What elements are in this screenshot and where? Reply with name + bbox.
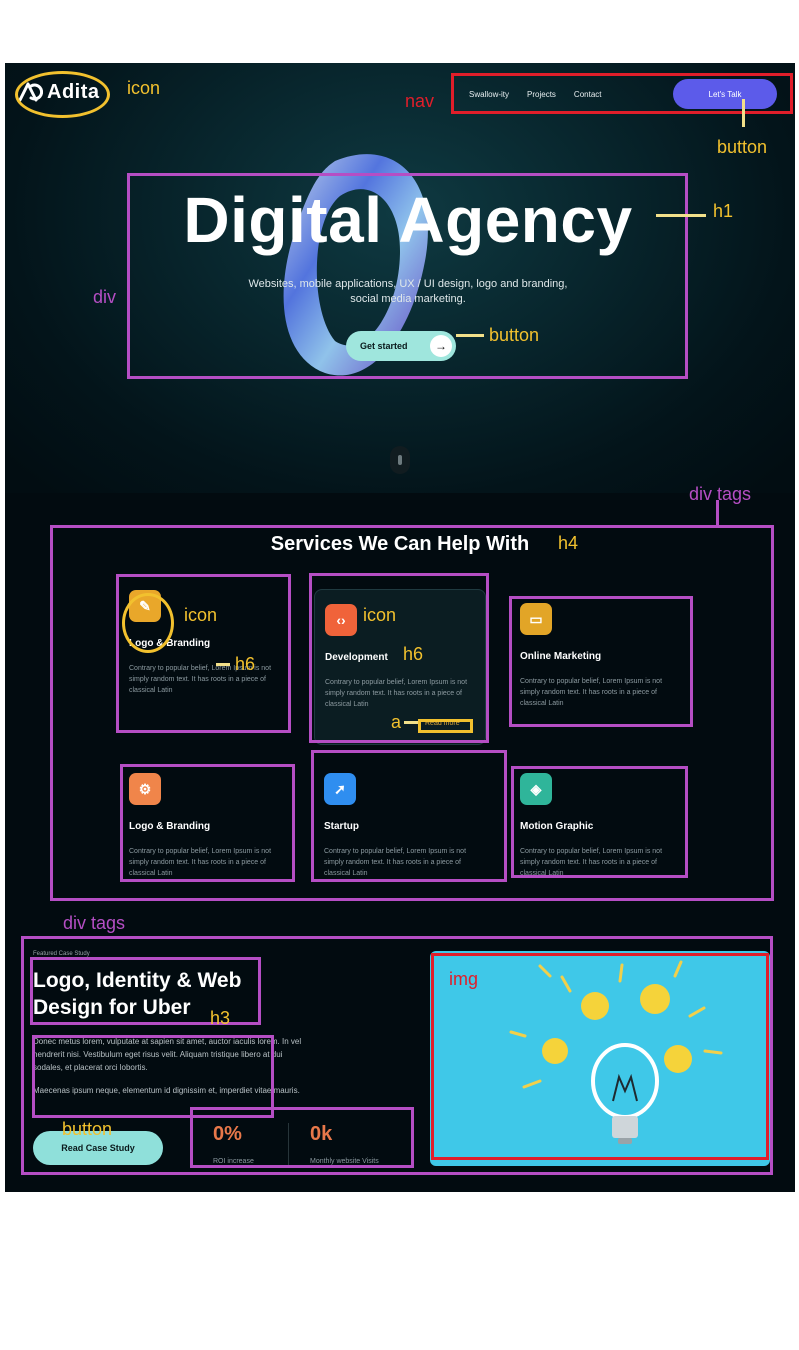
- annotation-label: img: [449, 969, 479, 989]
- nav-item-swallow-ity[interactable]: Swallow-ity: [469, 89, 510, 99]
- annotation-label: div tags: [63, 913, 126, 933]
- main-nav: Swallow-ity Projects Contact Let's Talk: [455, 75, 785, 113]
- hero-3d-ring-graphic: [283, 154, 428, 376]
- annotation-leader-line: [456, 334, 484, 337]
- annotation-label: h6: [403, 644, 424, 664]
- case-study-paragraph: Donec metus lorem, vulputate at sapien s…: [33, 1037, 302, 1072]
- scroll-mouse-icon[interactable]: [390, 446, 410, 474]
- annotation-label: icon: [184, 605, 218, 625]
- annotation-label: button: [62, 1119, 113, 1139]
- shapes-icon: ◈: [520, 773, 552, 805]
- stat-label: ROI increase: [213, 1158, 254, 1165]
- annotation-leader-line: [716, 500, 719, 526]
- service-card-title: Online Marketing: [520, 651, 602, 662]
- nav-item-contact[interactable]: Contact: [573, 89, 602, 99]
- case-study-text: Donec metus lorem, vulputate at sapien s…: [33, 1035, 313, 1097]
- read-more-link[interactable]: Read more: [425, 720, 460, 727]
- service-card-text: Contrary to popular belief, Lorem Ipsum …: [520, 848, 663, 877]
- website-page: Adita Swallow-ity Projects Contact Let's…: [5, 63, 795, 1192]
- service-card-title: Development: [325, 652, 388, 663]
- code-icon: ‹›: [325, 604, 357, 636]
- annotation-label: icon: [363, 605, 397, 625]
- annotation-label: button: [717, 137, 768, 157]
- service-card-online-marketing[interactable]: ▭ Online Marketing Contrary to popular b…: [510, 589, 682, 745]
- stat-value: 0k: [310, 1123, 333, 1145]
- service-card-startup[interactable]: ➚ Startup Contrary to popular belief, Lo…: [314, 759, 486, 915]
- annotation-label: nav: [405, 91, 435, 111]
- lets-talk-button[interactable]: Let's Talk: [673, 79, 777, 109]
- pen-tool-icon: ✎: [129, 590, 161, 622]
- annotation-label: div tags: [689, 484, 752, 504]
- stat-divider: [288, 1123, 289, 1167]
- service-card-logo-branding[interactable]: ✎ Logo & Branding Contrary to popular be…: [119, 576, 291, 732]
- case-study-kicker: Featured Case Study: [33, 951, 90, 957]
- service-card-text: Contrary to popular belief, Lorem Ipsum …: [325, 679, 468, 708]
- service-card-text: Contrary to popular belief, Lorem Ipsum …: [520, 678, 663, 707]
- services-title: Services We Can Help With: [270, 533, 530, 555]
- annotation-label: button: [489, 325, 540, 345]
- annotation-label: h3: [210, 1008, 231, 1028]
- annotation-label: a: [391, 712, 402, 732]
- service-card-title: Startup: [324, 821, 359, 832]
- lightbulb-icon: [430, 951, 770, 1166]
- arrow-right-icon: →: [430, 335, 452, 357]
- annotation-label: h4: [558, 533, 579, 553]
- case-study-paragraph: Maecenas ipsum neque, elementum id digni…: [33, 1086, 300, 1095]
- annotation-leader-line: [404, 721, 418, 724]
- stat-roi: 0% ROI increase: [213, 1123, 313, 1165]
- service-card-motion-graphic[interactable]: ◈ Motion Graphic Contrary to popular bel…: [510, 759, 682, 915]
- get-started-label: Get started: [360, 341, 408, 351]
- annotation-label: div: [93, 287, 117, 307]
- service-card-title: Logo & Branding: [129, 638, 211, 649]
- monitor-icon: ▭: [520, 603, 552, 635]
- service-card-title: Motion Graphic: [520, 821, 594, 832]
- annotation-leader-line: [656, 214, 706, 217]
- stat-label: Monthly website Visits: [310, 1158, 379, 1165]
- nav-item-projects[interactable]: Projects: [527, 89, 556, 99]
- annotation-leader-line: [742, 99, 745, 127]
- annotation-label: h1: [713, 201, 734, 221]
- annotation-label: icon: [127, 78, 161, 98]
- logo-mark-icon: [18, 82, 43, 102]
- stat-visits: 0k Monthly website Visits: [310, 1123, 410, 1165]
- rocket-icon: ➚: [324, 773, 356, 805]
- annotation-leader-line: [216, 663, 230, 666]
- service-card-text: Contrary to popular belief, Lorem Ipsum …: [324, 848, 467, 877]
- gear-icon: ⚙: [129, 773, 161, 805]
- brand-logo[interactable]: Adita: [17, 75, 109, 109]
- brand-name: Adita: [47, 80, 100, 103]
- service-card-logo-branding-2[interactable]: ⚙ Logo & Branding Contrary to popular be…: [119, 759, 291, 915]
- service-card-text: Contrary to popular belief, Lorem Ipsum …: [129, 665, 272, 694]
- hero-subtitle: Websites, mobile applications, UX / UI d…: [248, 278, 568, 305]
- annotation-label: h6: [235, 654, 256, 674]
- stat-value: 0%: [213, 1123, 242, 1145]
- case-study-title: Logo, Identity & Web Design for Uber: [33, 969, 242, 1019]
- service-card-text: Contrary to popular belief, Lorem Ipsum …: [129, 848, 272, 877]
- hero-title: Digital Agency: [183, 184, 633, 256]
- hero-section: Digital Agency Websites, mobile applicat…: [128, 173, 688, 378]
- read-case-study-button[interactable]: Read Case Study: [33, 1131, 163, 1165]
- service-card-title: Logo & Branding: [129, 821, 211, 832]
- get-started-button[interactable]: Get started →: [346, 331, 456, 361]
